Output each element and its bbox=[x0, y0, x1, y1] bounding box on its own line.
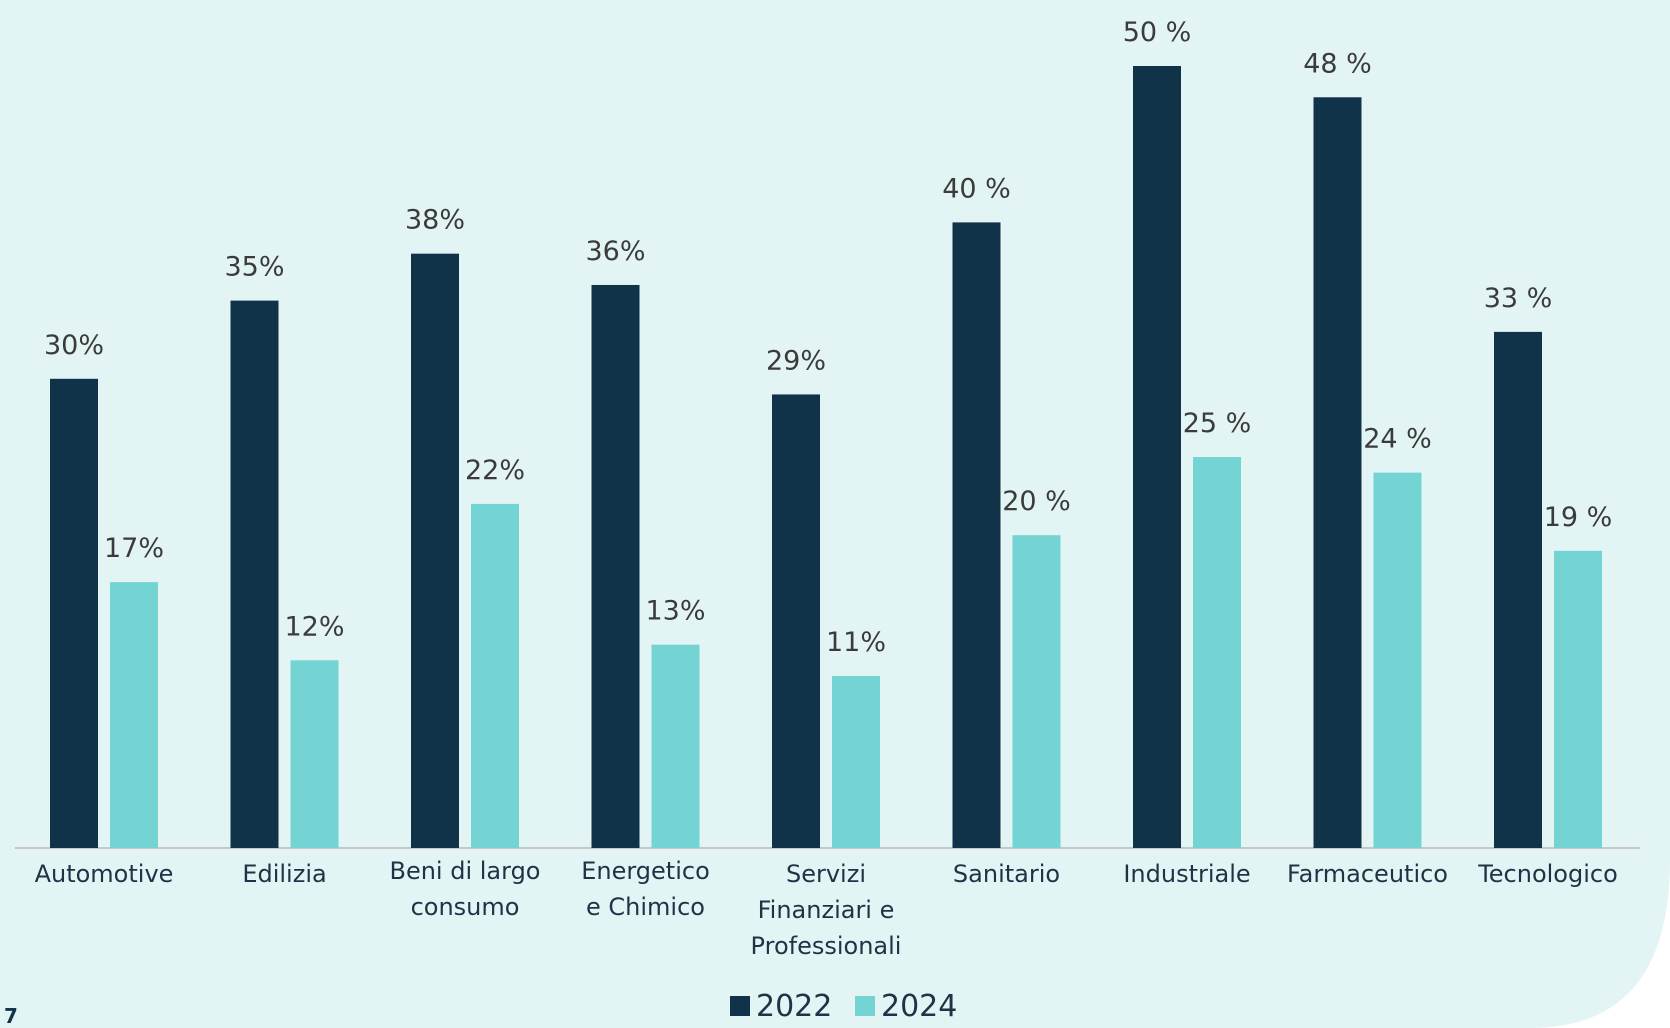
value-label-2024-4: 11% bbox=[826, 627, 886, 658]
category-label-1-0: Edilizia bbox=[242, 860, 326, 888]
category-label-3-0: Energetico bbox=[581, 857, 710, 885]
legend-swatch-2024 bbox=[855, 996, 875, 1016]
bar-2022-7 bbox=[1313, 97, 1362, 848]
value-label-2024-0: 17% bbox=[104, 533, 164, 564]
value-label-2024-8: 19 % bbox=[1544, 502, 1613, 533]
value-label-2024-6: 25 % bbox=[1183, 408, 1252, 439]
bar-2022-2 bbox=[411, 253, 459, 848]
category-label-5-0: Sanitario bbox=[953, 860, 1060, 888]
category-label-7-0: Farmaceutico bbox=[1287, 860, 1448, 888]
category-label-2-0: Beni di largo bbox=[389, 857, 540, 885]
category-label-4-1: Finanziari e bbox=[758, 896, 895, 924]
category-label-0-0: Automotive bbox=[35, 860, 174, 888]
bar-2022-8 bbox=[1494, 331, 1542, 848]
bar-2022-4 bbox=[772, 394, 820, 848]
bar-2022-1 bbox=[230, 300, 279, 849]
page-number: 7 bbox=[4, 1004, 18, 1028]
bar-2024-0 bbox=[110, 582, 158, 848]
bar-2022-6 bbox=[1133, 66, 1181, 848]
bar-2022-0 bbox=[50, 378, 98, 848]
legend-swatch-2022 bbox=[730, 996, 750, 1016]
value-label-2022-2: 38% bbox=[405, 205, 465, 236]
category-label-8-0: Tecnologico bbox=[1477, 860, 1618, 888]
bar-2024-1 bbox=[290, 660, 339, 848]
value-label-2024-3: 13% bbox=[645, 596, 705, 627]
value-label-2022-3: 36% bbox=[585, 236, 645, 267]
bar-2024-3 bbox=[651, 644, 700, 848]
value-label-2024-1: 12% bbox=[284, 611, 344, 642]
value-label-2022-0: 30% bbox=[44, 330, 104, 361]
legend: 2022 2024 bbox=[730, 989, 957, 1024]
bar-2024-7 bbox=[1373, 472, 1422, 848]
category-labels-group: Automotive Edilizia Beni di largo consumo En… bbox=[35, 857, 1618, 960]
legend-label-2024: 2024 bbox=[881, 989, 957, 1024]
bar-2022-3 bbox=[591, 284, 640, 849]
legend-label-2022: 2022 bbox=[756, 989, 832, 1024]
category-label-4-2: Professionali bbox=[751, 932, 902, 960]
value-label-2024-2: 22% bbox=[465, 455, 525, 486]
category-label-3-1: e Chimico bbox=[586, 893, 705, 921]
value-label-2024-5: 20 % bbox=[1002, 486, 1071, 517]
value-label-2024-7: 24 % bbox=[1363, 424, 1432, 455]
value-label-2022-1: 35% bbox=[224, 252, 284, 283]
category-label-6-0: Industriale bbox=[1123, 860, 1250, 888]
bar-2024-5 bbox=[1012, 535, 1061, 848]
bar-2024-4 bbox=[832, 675, 880, 848]
value-label-2022-7: 48 % bbox=[1303, 48, 1372, 79]
category-label-2-1: consumo bbox=[411, 893, 520, 921]
bars-group bbox=[50, 66, 1602, 849]
bar-2022-5 bbox=[952, 222, 1001, 848]
value-label-2022-5: 40 % bbox=[942, 173, 1011, 204]
bar-2024-2 bbox=[471, 503, 519, 848]
category-label-4-0: Servizi bbox=[786, 860, 866, 888]
value-label-2022-8: 33 % bbox=[1484, 283, 1553, 314]
value-label-2022-4: 29% bbox=[766, 345, 826, 376]
value-labels-group: 30% 17% 35% 12% 38% 22% 36% 13% 29% 11% 40 % 20 % 50… bbox=[44, 17, 1612, 658]
bar-2024-6 bbox=[1193, 457, 1241, 848]
bar-2024-8 bbox=[1554, 550, 1602, 848]
value-label-2022-6: 50 % bbox=[1123, 17, 1192, 48]
